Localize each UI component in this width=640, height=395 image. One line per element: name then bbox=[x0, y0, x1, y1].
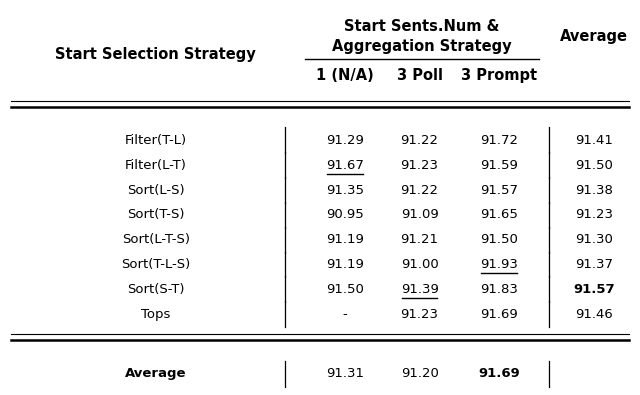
Text: Sort(T-L-S): Sort(T-L-S) bbox=[121, 258, 190, 271]
Text: 91.93: 91.93 bbox=[480, 258, 518, 271]
Text: 91.09: 91.09 bbox=[401, 209, 438, 221]
Text: 91.23: 91.23 bbox=[401, 308, 438, 321]
Text: 91.37: 91.37 bbox=[575, 258, 613, 271]
Text: 1 (N/A): 1 (N/A) bbox=[316, 68, 374, 83]
Text: Sort(T-S): Sort(T-S) bbox=[127, 209, 184, 221]
Text: Average: Average bbox=[125, 367, 186, 380]
Text: 91.57: 91.57 bbox=[573, 283, 614, 296]
Text: 91.19: 91.19 bbox=[326, 233, 364, 246]
Text: Aggregation Strategy: Aggregation Strategy bbox=[332, 39, 512, 54]
Text: 91.22: 91.22 bbox=[401, 184, 438, 197]
Text: 91.30: 91.30 bbox=[575, 233, 612, 246]
Text: 91.00: 91.00 bbox=[401, 258, 438, 271]
Text: 91.67: 91.67 bbox=[326, 159, 364, 172]
Text: 3 Prompt: 3 Prompt bbox=[461, 68, 538, 83]
Text: Filter(T-L): Filter(T-L) bbox=[125, 134, 187, 147]
Text: Sort(L-T-S): Sort(L-T-S) bbox=[122, 233, 189, 246]
Text: 91.83: 91.83 bbox=[480, 283, 518, 296]
Text: 91.65: 91.65 bbox=[480, 209, 518, 221]
Text: 91.59: 91.59 bbox=[480, 159, 518, 172]
Text: 91.23: 91.23 bbox=[401, 159, 438, 172]
Text: 91.50: 91.50 bbox=[575, 159, 612, 172]
Text: 91.38: 91.38 bbox=[575, 184, 612, 197]
Text: 91.41: 91.41 bbox=[575, 134, 612, 147]
Text: 3 Poll: 3 Poll bbox=[397, 68, 443, 83]
Text: 91.20: 91.20 bbox=[401, 367, 438, 380]
Text: Tops: Tops bbox=[141, 308, 170, 321]
Text: Sort(S-T): Sort(S-T) bbox=[127, 283, 184, 296]
Text: Average: Average bbox=[560, 29, 628, 43]
Text: 91.72: 91.72 bbox=[480, 134, 518, 147]
Text: Start Selection Strategy: Start Selection Strategy bbox=[55, 47, 256, 62]
Text: 91.31: 91.31 bbox=[326, 367, 364, 380]
Text: 91.46: 91.46 bbox=[575, 308, 612, 321]
Text: 91.23: 91.23 bbox=[575, 209, 613, 221]
Text: Filter(L-T): Filter(L-T) bbox=[125, 159, 187, 172]
Text: 91.50: 91.50 bbox=[480, 233, 518, 246]
Text: 91.69: 91.69 bbox=[478, 367, 520, 380]
Text: -: - bbox=[342, 308, 348, 321]
Text: 91.21: 91.21 bbox=[401, 233, 438, 246]
Text: 91.22: 91.22 bbox=[401, 134, 438, 147]
Text: Sort(L-S): Sort(L-S) bbox=[127, 184, 184, 197]
Text: 90.95: 90.95 bbox=[326, 209, 364, 221]
Text: 91.35: 91.35 bbox=[326, 184, 364, 197]
Text: 91.50: 91.50 bbox=[326, 283, 364, 296]
Text: 91.19: 91.19 bbox=[326, 258, 364, 271]
Text: Start Sents.Num &: Start Sents.Num & bbox=[344, 19, 500, 34]
Text: 91.39: 91.39 bbox=[401, 283, 438, 296]
Text: 91.57: 91.57 bbox=[480, 184, 518, 197]
Text: 91.69: 91.69 bbox=[481, 308, 518, 321]
Text: 91.29: 91.29 bbox=[326, 134, 364, 147]
